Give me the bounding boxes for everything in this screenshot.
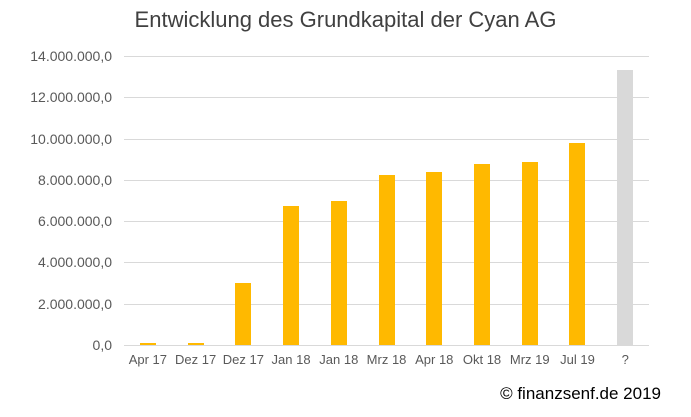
bar-jan-18 bbox=[330, 200, 347, 345]
bar-dez-17 bbox=[187, 343, 204, 345]
x-axis-tick-label: Apr 18 bbox=[415, 352, 454, 367]
x-axis-tick-label: Jul 19 bbox=[560, 352, 595, 367]
bar-slot bbox=[315, 56, 363, 345]
gridline bbox=[124, 56, 649, 57]
bars bbox=[124, 56, 649, 345]
bar-slot bbox=[267, 56, 315, 345]
plot-area bbox=[124, 56, 649, 346]
y-axis-tick-label: 4.000.000,0 bbox=[38, 254, 112, 271]
x-axis-tick-label: Dez 17 bbox=[222, 352, 264, 367]
x-axis-tick-label: Dez 17 bbox=[175, 352, 217, 367]
y-axis-tick-label: 0,0 bbox=[92, 337, 112, 353]
bar-jan-18 bbox=[283, 205, 300, 345]
gridline bbox=[124, 138, 649, 140]
y-axis-tick-label: 12.000.000,0 bbox=[30, 89, 112, 106]
bar-apr-18 bbox=[426, 171, 443, 345]
y-axis-tick-label: 8.000.000,0 bbox=[38, 171, 112, 188]
x-axis-tick-label: Jan 18 bbox=[271, 352, 311, 367]
bar-mrz-18 bbox=[378, 174, 395, 345]
y-axis-tick-label: 14.000.000,0 bbox=[30, 48, 112, 64]
x-axis: Apr 17 Dez 17 Dez 17 Jan 18 Jan 18 Mrz 18 Apr … bbox=[124, 352, 649, 367]
copyright-watermark: © finanzsenf.de 2019 bbox=[500, 384, 661, 403]
gridline bbox=[124, 345, 649, 346]
bar-apr-17 bbox=[139, 343, 156, 345]
bar-slot bbox=[124, 56, 172, 345]
bar-okt-18 bbox=[474, 164, 490, 345]
gridline bbox=[124, 97, 649, 99]
y-axis-tick-label: 2.000.000,0 bbox=[38, 295, 112, 312]
y-axis-tick-label: 6.000.000,0 bbox=[38, 213, 112, 230]
x-axis-tick-label: Apr 17 bbox=[128, 352, 168, 367]
bar-slot bbox=[363, 56, 411, 345]
bar-dez-17 bbox=[235, 283, 252, 345]
x-axis-tick-label: Jan 18 bbox=[319, 352, 359, 367]
bar-jul-19 bbox=[569, 142, 586, 345]
bar-slot bbox=[554, 56, 602, 345]
y-axis-tick-label: 10.000.000,0 bbox=[30, 130, 112, 147]
bar-slot bbox=[410, 56, 458, 345]
x-axis-tick-label: ? bbox=[621, 352, 629, 367]
bar-slot bbox=[219, 56, 267, 345]
bar-mrz-19 bbox=[521, 162, 538, 345]
bar-slot bbox=[506, 56, 554, 345]
x-axis-tick-label: Mrz 18 bbox=[366, 352, 407, 367]
bar-slot bbox=[601, 56, 649, 345]
y-axis: 14.000.000,0 12.000.000,0 10.000.000,0 8.00… bbox=[0, 48, 112, 353]
chart-title: Entwicklung des Grundkapital der Cyan AG bbox=[134, 7, 557, 32]
bar-? bbox=[617, 70, 634, 345]
bar-slot bbox=[458, 56, 506, 345]
x-axis-tick-label: Okt 18 bbox=[462, 352, 502, 367]
x-axis-tick-label: Mrz 19 bbox=[509, 352, 550, 367]
bar-slot bbox=[172, 56, 220, 345]
